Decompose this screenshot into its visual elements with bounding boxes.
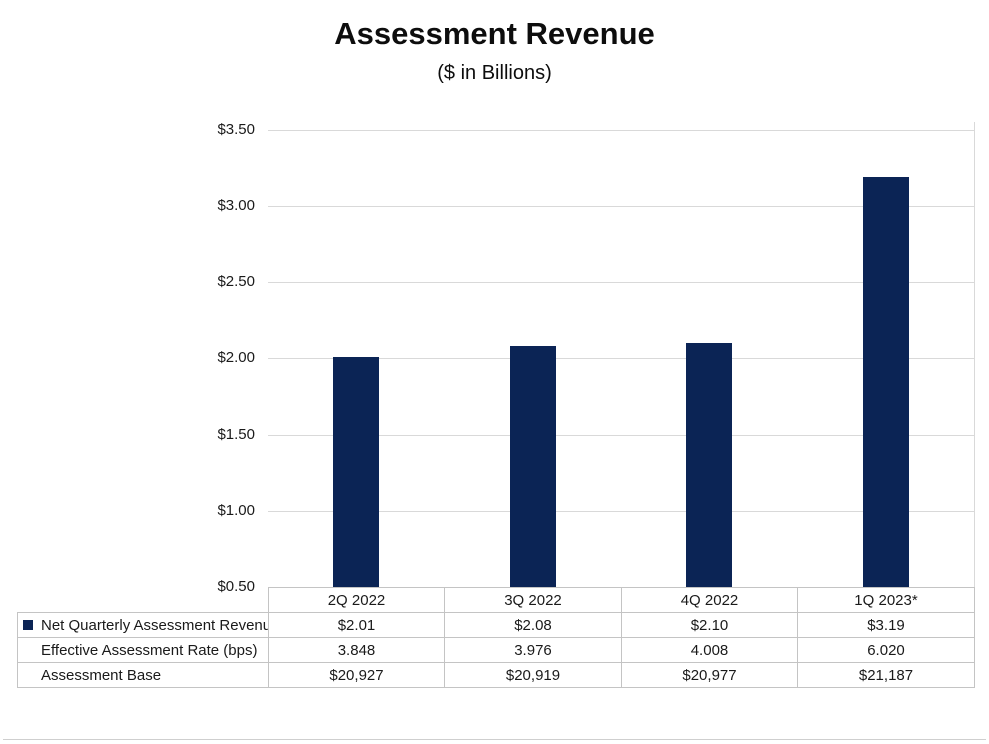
- y-tick-label-1: $1.00: [217, 501, 255, 519]
- gridline-3.00: [268, 206, 974, 207]
- gridline-2.00: [268, 358, 974, 360]
- data-table: 2Q 2022 3Q 2022 4Q 2022 1Q 2023* Net Quarter…: [17, 587, 975, 688]
- table-cell-r1-c0: 3.848: [268, 637, 445, 663]
- gridline-1.00: [268, 510, 974, 512]
- gridline-1.50: [268, 434, 974, 436]
- category-header-1: 3Q 2022: [444, 587, 622, 613]
- table-row: Net Quarterly Assessment Revenue $2.01 $2.…: [17, 612, 975, 638]
- table-cell-r0-c2: $2.10: [621, 612, 798, 638]
- bar-3q-2022: [509, 346, 556, 587]
- table-cell-r1-c2: 4.008: [621, 637, 798, 663]
- chart-title: Assessment Revenue: [334, 16, 655, 51]
- table-cell-r1-c3: 6.020: [797, 637, 975, 663]
- table-row: Assessment Base $20,927 $20,919 $20,977 $21,…: [17, 662, 975, 688]
- category-header-3: 1Q 2023*: [797, 587, 975, 613]
- y-tick-label-4: $2.50: [217, 273, 255, 291]
- gridline-2.50: [268, 282, 974, 284]
- y-tick-label-2: $1.50: [217, 425, 255, 443]
- chart-subtitle: ($ in Billions): [437, 62, 552, 84]
- bar-2q-2022: [333, 356, 380, 587]
- table-cell-r2-c3: $21,187: [797, 662, 975, 688]
- y-tick-label-0: $0.50: [217, 578, 255, 595]
- footnote: *1Q 2023 represents estimates rather tha…: [30, 700, 259, 744]
- row-label-2: Assessment Base: [17, 662, 269, 688]
- table-cell-r2-c1: $20,919: [444, 662, 622, 688]
- bar-4q-2022: [686, 343, 733, 587]
- table-cell-r0-c1: $2.08: [444, 612, 622, 638]
- bar-1q-2023-: [862, 177, 909, 587]
- bottom-frame-line: [3, 739, 986, 740]
- gridline-3.50: [268, 129, 974, 131]
- category-header-2: 4Q 2022: [621, 587, 798, 613]
- table-cell-r0-c0: $2.01: [268, 612, 445, 638]
- row-label-1: Effective Assessment Rate (bps): [17, 637, 269, 663]
- plot-area: [268, 122, 975, 587]
- y-axis: $0.50 $1.00 $1.50 $2.00 $2.50 $3.00 $3.50: [140, 0, 255, 744]
- y-tick-label-6: $3.50: [217, 120, 255, 138]
- table-row: Effective Assessment Rate (bps) 3.848 3.97…: [17, 637, 975, 663]
- table-cell-r0-c3: $3.19: [797, 612, 975, 638]
- table-corner-cell: [18, 588, 269, 613]
- legend-key-icon: [23, 620, 33, 630]
- category-header-0: 2Q 2022: [268, 587, 445, 613]
- table-cell-r2-c0: $20,927: [268, 662, 445, 688]
- table-header-row: 2Q 2022 3Q 2022 4Q 2022 1Q 2023*: [18, 587, 975, 613]
- y-tick-label-3: $2.00: [217, 349, 255, 367]
- table-cell-r2-c2: $20,977: [621, 662, 798, 688]
- row-label-0: Net Quarterly Assessment Revenue: [17, 612, 269, 638]
- y-tick-label-5: $3.00: [217, 197, 255, 214]
- table-cell-r1-c1: 3.976: [444, 637, 622, 663]
